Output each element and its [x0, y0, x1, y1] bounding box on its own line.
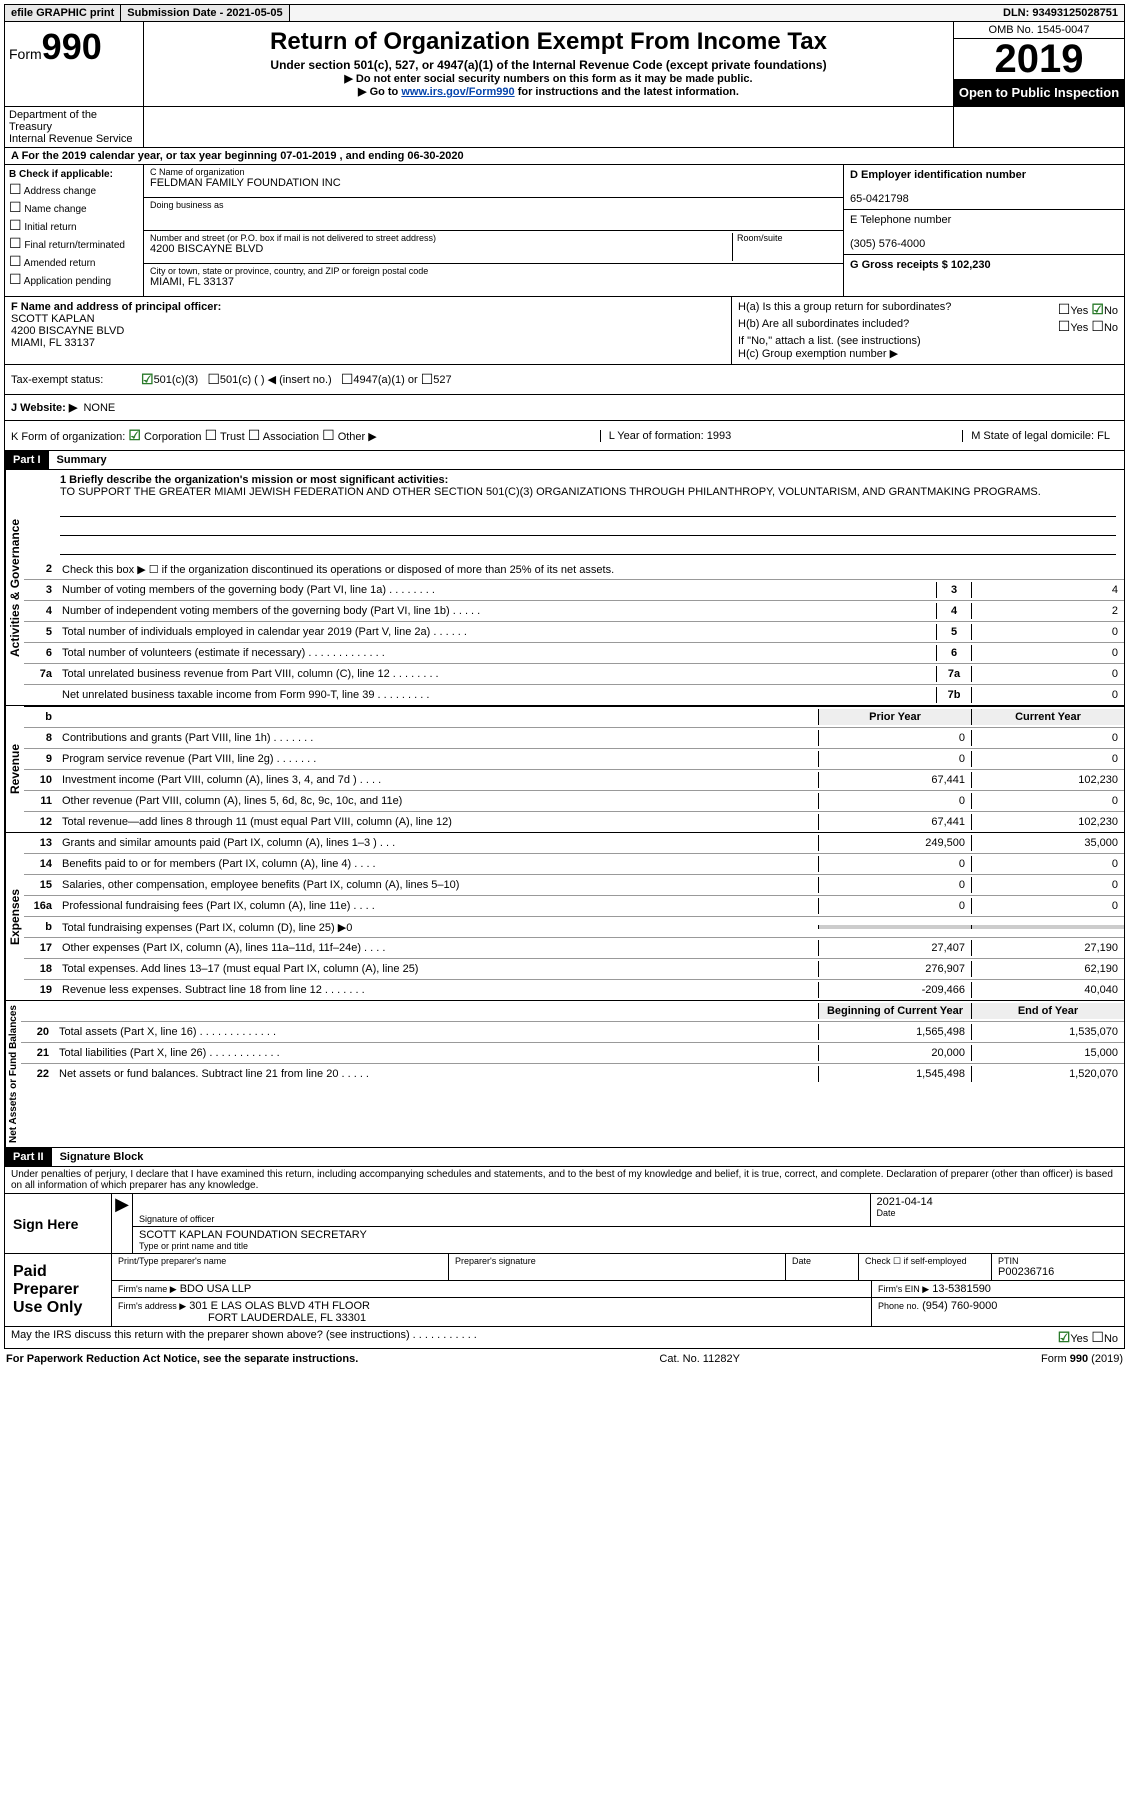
city-state-zip: MIAMI, FL 33137	[150, 276, 837, 288]
summary-line: 21Total liabilities (Part X, line 26) . …	[21, 1043, 1124, 1064]
principal-officer: F Name and address of principal officer:…	[5, 297, 732, 364]
summary-line: 13Grants and similar amounts paid (Part …	[24, 833, 1124, 854]
summary-line: 5Total number of individuals employed in…	[24, 622, 1124, 643]
summary-line: 20Total assets (Part X, line 16) . . . .…	[21, 1022, 1124, 1043]
summary-line: 9Program service revenue (Part VIII, lin…	[24, 749, 1124, 770]
gross-receipts: G Gross receipts $ 102,230	[850, 259, 991, 271]
officer-group-section: F Name and address of principal officer:…	[4, 297, 1125, 365]
city-label: City or town, state or province, country…	[150, 266, 837, 276]
arrow-icon: ▶	[112, 1194, 133, 1253]
form-number-cell: Form990	[5, 22, 144, 106]
dba-label: Doing business as	[150, 200, 837, 210]
dept-treasury: Department of the Treasury Internal Reve…	[5, 107, 144, 147]
summary-line: bTotal fundraising expenses (Part IX, co…	[24, 917, 1124, 938]
checkbox-option[interactable]: ☐ Initial return	[9, 217, 139, 234]
ein-phone-col: D Employer identification number 65-0421…	[843, 165, 1124, 296]
summary-line: 17Other expenses (Part IX, column (A), l…	[24, 938, 1124, 959]
summary-line: Net unrelated business taxable income fr…	[24, 685, 1124, 705]
checkbox-option[interactable]: ☐ Name change	[9, 199, 139, 216]
summary-line: 16aProfessional fundraising fees (Part I…	[24, 896, 1124, 917]
addr-label: Number and street (or P.O. box if mail i…	[150, 233, 732, 243]
summary-line: 11Other revenue (Part VIII, column (A), …	[24, 791, 1124, 812]
group-return-section: H(a) Is this a group return for subordin…	[732, 297, 1124, 364]
summary-line: 15Salaries, other compensation, employee…	[24, 875, 1124, 896]
mission-text: TO SUPPORT THE GREATER MIAMI JEWISH FEDE…	[60, 486, 1041, 498]
checkbox-option[interactable]: ☐ Address change	[9, 181, 139, 198]
paid-preparer-label: Paid Preparer Use Only	[5, 1254, 112, 1326]
summary-line: 12Total revenue—add lines 8 through 11 (…	[24, 812, 1124, 832]
efile-print-button[interactable]: efile GRAPHIC print	[5, 5, 121, 21]
expenses-section: Expenses 13Grants and similar amounts pa…	[4, 833, 1125, 1001]
page-footer: For Paperwork Reduction Act Notice, see …	[4, 1349, 1125, 1369]
summary-line: 6Total number of volunteers (estimate if…	[24, 643, 1124, 664]
ssn-note: ▶ Do not enter social security numbers o…	[152, 72, 945, 85]
sign-here-label: Sign Here	[5, 1194, 112, 1253]
top-bar: efile GRAPHIC print Submission Date - 20…	[4, 4, 1125, 22]
goto-post: for instructions and the latest informat…	[515, 86, 739, 98]
summary-line: 10Investment income (Part VIII, column (…	[24, 770, 1124, 791]
summary-line: 7aTotal unrelated business revenue from …	[24, 664, 1124, 685]
summary-line: 14Benefits paid to or for members (Part …	[24, 854, 1124, 875]
website-row: J Website: ▶ NONE	[4, 395, 1125, 421]
street-address: 4200 BISCAYNE BLVD	[150, 243, 732, 255]
checkbox-option[interactable]: ☐ Final return/terminated	[9, 235, 139, 252]
checkbox-option[interactable]: ☐ Application pending	[9, 271, 139, 288]
ein-value: 65-0421798	[850, 193, 909, 205]
part1-header: Part I Summary	[4, 451, 1125, 470]
form-number: 990	[42, 26, 102, 67]
checkbox-option[interactable]: ☐ Amended return	[9, 253, 139, 270]
goto-pre: ▶ Go to	[358, 86, 401, 98]
summary-line: 8Contributions and grants (Part VIII, li…	[24, 728, 1124, 749]
form-title: Return of Organization Exempt From Incom…	[152, 28, 945, 56]
revenue-section: Revenue b Prior Year Current Year 8Contr…	[4, 706, 1125, 833]
summary-line: 4Number of independent voting members of…	[24, 601, 1124, 622]
net-assets-section: Net Assets or Fund Balances Beginning of…	[4, 1001, 1125, 1148]
tax-year: 2019	[954, 39, 1124, 79]
tel-value: (305) 576-4000	[850, 238, 925, 250]
501c3-checkbox[interactable]: ☑	[141, 371, 154, 388]
room-label: Room/suite	[737, 233, 837, 243]
tel-label: E Telephone number	[850, 214, 951, 226]
net-assets-label: Net Assets or Fund Balances	[5, 1001, 21, 1147]
org-name: FELDMAN FAMILY FOUNDATION INC	[150, 177, 837, 189]
irs-link[interactable]: www.irs.gov/Form990	[401, 86, 514, 98]
form-header: Form990 Return of Organization Exempt Fr…	[4, 22, 1125, 107]
org-name-address: C Name of organization FELDMAN FAMILY FO…	[144, 165, 843, 296]
discuss-row: May the IRS discuss this return with the…	[4, 1327, 1125, 1349]
form-org-row: K Form of organization: ☑ Corporation ☐ …	[4, 421, 1125, 451]
governance-label: Activities & Governance	[5, 470, 24, 705]
submission-date: Submission Date - 2021-05-05	[121, 5, 289, 21]
governance-section: Activities & Governance 1 Briefly descri…	[4, 470, 1125, 706]
check-applicable: B Check if applicable: ☐ Address change☐…	[5, 165, 144, 296]
revenue-label: Revenue	[5, 706, 24, 832]
tax-year-row: A For the 2019 calendar year, or tax yea…	[4, 148, 1125, 165]
org-name-label: C Name of organization	[150, 167, 837, 177]
year-cell: OMB No. 1545-0047 2019 Open to Public In…	[953, 22, 1124, 106]
summary-line: 19Revenue less expenses. Subtract line 1…	[24, 980, 1124, 1000]
title-cell: Return of Organization Exempt From Incom…	[144, 22, 953, 106]
open-to-public: Open to Public Inspection	[954, 79, 1124, 106]
tax-exempt-row: Tax-exempt status: ☑ 501(c)(3) ☐ 501(c) …	[4, 365, 1125, 395]
signature-block: Sign Here ▶ Signature of officer 2021-04…	[4, 1194, 1125, 1327]
org-info-section: B Check if applicable: ☐ Address change☐…	[4, 165, 1125, 297]
expenses-label: Expenses	[5, 833, 24, 1000]
ein-label: D Employer identification number	[850, 169, 1026, 181]
dln-number: DLN: 93493125028751	[997, 5, 1124, 21]
perjury-declaration: Under penalties of perjury, I declare th…	[4, 1167, 1125, 1194]
summary-line: 18Total expenses. Add lines 13–17 (must …	[24, 959, 1124, 980]
form-subtitle: Under section 501(c), 527, or 4947(a)(1)…	[152, 58, 945, 72]
summary-line: 22Net assets or fund balances. Subtract …	[21, 1064, 1124, 1084]
dept-row: Department of the Treasury Internal Reve…	[4, 107, 1125, 148]
summary-line: 3Number of voting members of the governi…	[24, 580, 1124, 601]
form-word: Form	[9, 46, 42, 62]
part2-header: Part II Signature Block	[4, 1148, 1125, 1167]
